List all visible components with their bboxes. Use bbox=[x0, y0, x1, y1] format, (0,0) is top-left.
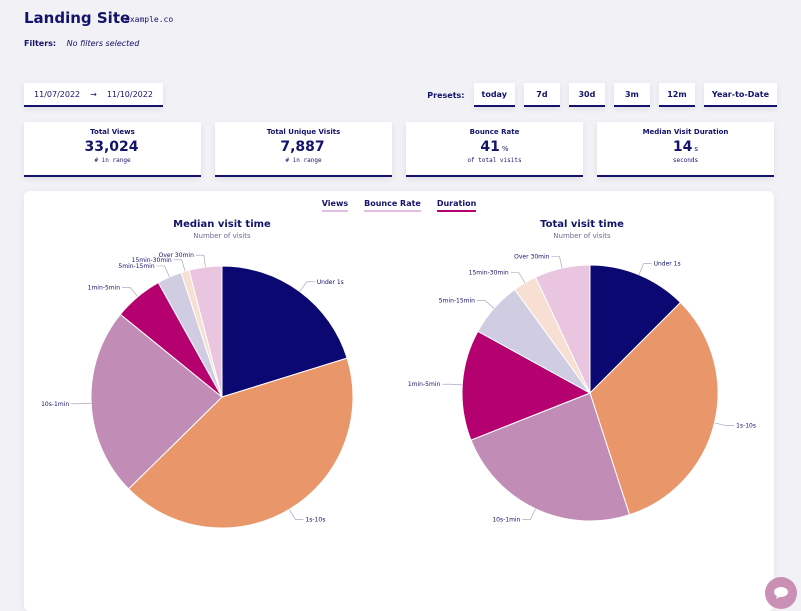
pie-leader-line bbox=[551, 256, 563, 269]
filters-bar: Filters: No filters selected bbox=[24, 39, 139, 48]
metric-label: Median Visit Duration bbox=[642, 128, 729, 136]
tab-bounce-rate[interactable]: Bounce Rate bbox=[364, 199, 421, 212]
pie-slice-label: 5min-15min bbox=[439, 297, 475, 304]
chart-title: Median visit time bbox=[173, 219, 271, 230]
site-title: Landing Site bbox=[24, 9, 131, 27]
tab-views[interactable]: Views bbox=[321, 199, 349, 212]
pie-leader-line bbox=[289, 509, 304, 520]
pie-leader-line bbox=[476, 300, 495, 309]
site-domain: example.co bbox=[125, 15, 174, 24]
pie-slice-label: 10s-1min bbox=[492, 517, 520, 524]
chart-subtitle: Number of visits bbox=[553, 232, 611, 240]
filters-value: No filters selected bbox=[66, 39, 140, 48]
pie-slice-label: 1s-10s bbox=[736, 423, 756, 430]
preset-3m-button[interactable]: 3m bbox=[613, 83, 650, 107]
metric-sub: # in range bbox=[94, 157, 131, 164]
pie-leader-line bbox=[195, 254, 206, 268]
pie-slice-1min-5min[interactable] bbox=[461, 330, 592, 441]
preset-30d-button[interactable]: 30d bbox=[568, 83, 605, 107]
metric-sub: # in range bbox=[285, 157, 322, 164]
pie-leader-line bbox=[299, 281, 315, 292]
pie-slice-label: Under 1s bbox=[317, 279, 344, 286]
metric-card-total-views: Total Views 33,024 # in range bbox=[24, 122, 201, 177]
chat-icon bbox=[774, 587, 788, 599]
pie-leader-line bbox=[442, 383, 463, 386]
pie-slice-label: 10s-1min bbox=[41, 401, 69, 408]
metric-label: Total Views bbox=[90, 128, 135, 136]
date-range-end: 11/10/2022 bbox=[106, 89, 153, 99]
metric-label: Bounce Rate bbox=[469, 128, 520, 136]
pie-slice-label: 1min-5min bbox=[88, 284, 121, 291]
pie-slice-10s-1min[interactable] bbox=[90, 313, 223, 490]
pie-leader-line bbox=[714, 422, 735, 426]
metrics-row: Total Views 33,024 # in range Total Uniq… bbox=[24, 122, 774, 177]
metric-card-median-duration: Median Visit Duration 14 s seconds bbox=[597, 122, 774, 177]
metric-sub: of total visits bbox=[467, 157, 522, 164]
total-visit-time-pie-chart: Under 1s 1s-10s 10s-1min 1min-5min 5min-15mi… bbox=[408, 253, 756, 524]
pie-leader-line bbox=[638, 263, 652, 275]
preset-7d-button[interactable]: 7d bbox=[523, 83, 560, 107]
pie-leader-line bbox=[522, 508, 536, 520]
pie-leader-line bbox=[71, 402, 92, 405]
metric-value: 7,887 bbox=[280, 139, 325, 155]
metric-value: 33,024 bbox=[84, 139, 139, 155]
preset-12m-button[interactable]: 12m bbox=[658, 83, 695, 107]
presets-label: Presets: bbox=[427, 90, 465, 100]
date-range-picker[interactable]: 11/07/2022 → 11/10/2022 bbox=[24, 83, 163, 107]
chart-subtitle: Number of visits bbox=[193, 232, 251, 240]
pie-slice-label: Over 30min bbox=[159, 252, 194, 259]
pie-slice-over-30min[interactable] bbox=[188, 265, 223, 398]
chart-title: Total visit time bbox=[540, 219, 624, 230]
pie-slice-label: Under 1s bbox=[654, 261, 681, 268]
chat-support-button[interactable] bbox=[765, 577, 797, 609]
pie-leader-line bbox=[510, 272, 526, 283]
metric-value: 41% bbox=[480, 139, 509, 155]
tab-duration[interactable]: Duration bbox=[436, 199, 477, 212]
arrow-right-icon: → bbox=[90, 89, 97, 99]
charts-panel: Views Bounce Rate Duration Median visit … bbox=[24, 191, 774, 611]
pie-slice-label: 1s-10s bbox=[305, 517, 325, 524]
metric-label: Total Unique Visits bbox=[266, 128, 341, 136]
pie-leader-line bbox=[156, 265, 170, 278]
date-range-start: 11/07/2022 bbox=[34, 89, 81, 99]
pie-slice-label: Over 30min bbox=[514, 253, 549, 260]
metric-card-unique-visits: Total Unique Visits 7,887 # in range bbox=[215, 122, 392, 177]
pie-slice-under-1s[interactable] bbox=[221, 265, 348, 398]
pie-slice-label: 15min-30min bbox=[132, 257, 172, 264]
chart-tabs: Views Bounce Rate Duration bbox=[24, 199, 774, 212]
pie-slice-10s-1min[interactable] bbox=[470, 392, 631, 522]
pie-slice-label: 15min-30min bbox=[469, 269, 509, 276]
metric-value: 14 s bbox=[672, 139, 699, 155]
metric-card-bounce-rate: Bounce Rate 41% of total visits bbox=[406, 122, 583, 177]
pie-leader-line bbox=[122, 287, 139, 297]
median-visit-time-pie-chart: Under 1s 1s-10s 10s-1min 1min-5min 5min-15mi… bbox=[41, 252, 354, 529]
pie-slice-under-1s[interactable] bbox=[589, 264, 682, 395]
pie-leader-line bbox=[173, 259, 186, 272]
pie-slice-1s-10s[interactable] bbox=[127, 357, 354, 529]
metric-sub: seconds bbox=[672, 157, 699, 164]
filters-label: Filters: bbox=[24, 39, 57, 48]
presets-bar: Presets: today 7d 30d 3m 12m Year-to-Dat… bbox=[427, 83, 777, 107]
pie-slice-label: 1min-5min bbox=[408, 381, 441, 388]
preset-ytd-button[interactable]: Year-to-Date bbox=[703, 83, 777, 107]
pie-slice-label: 5min-15min bbox=[118, 263, 154, 270]
preset-today-button[interactable]: today bbox=[473, 83, 515, 107]
